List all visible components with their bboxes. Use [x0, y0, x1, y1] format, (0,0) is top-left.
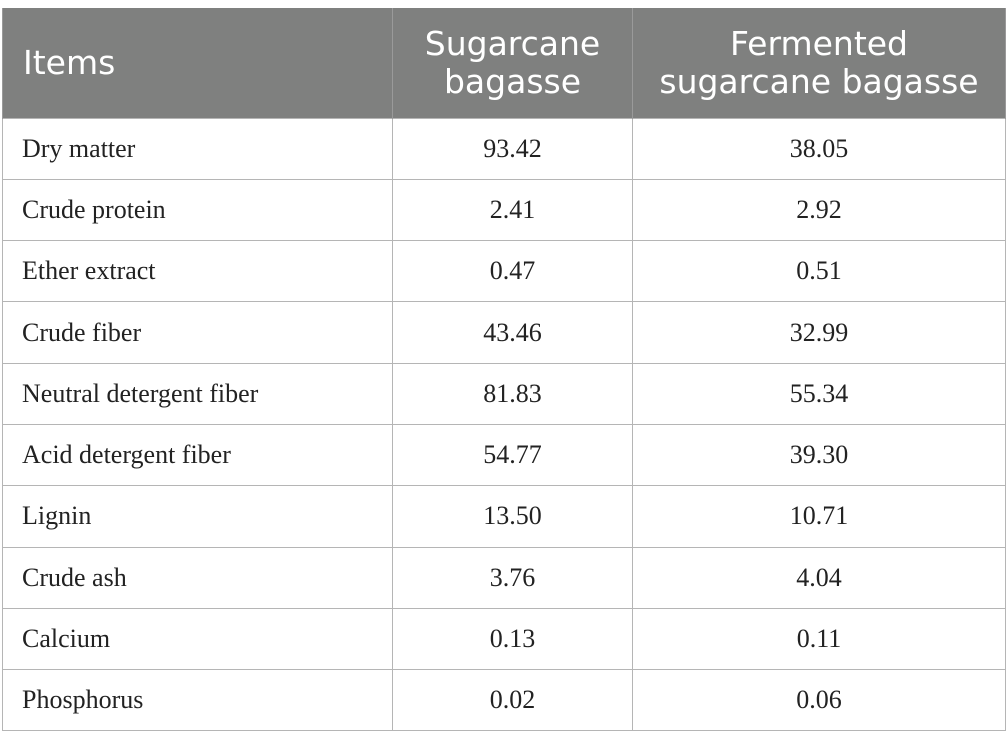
cell-fermented-sugarcane-bagasse: 39.30 [632, 423, 1006, 487]
cell-sugarcane-bagasse: 0.47 [392, 240, 633, 303]
table-header: Items Sugarcane bagasse Fermented sugarc… [2, 8, 1006, 118]
cell-item: Dry matter [2, 117, 393, 180]
table-row: Phosphorus 0.02 0.06 [2, 669, 1006, 732]
table-body: Dry matter 93.42 38.05 Crude protein 2.41 2.9… [2, 117, 1006, 732]
table-row: Acid detergent fiber 54.77 39.30 [2, 423, 1006, 487]
cell-sugarcane-bagasse: 2.41 [392, 178, 633, 242]
cell-item: Acid detergent fiber [2, 423, 393, 487]
cell-item: Calcium [2, 607, 393, 671]
header-fermented-line-1: Fermented [729, 23, 909, 63]
header-sugarcane-line-1: Sugarcane [424, 23, 601, 63]
cell-sugarcane-bagasse: 3.76 [392, 546, 633, 609]
table-row: Crude protein 2.41 2.92 [2, 178, 1006, 242]
cell-fermented-sugarcane-bagasse: 10.71 [632, 485, 1006, 548]
cell-fermented-sugarcane-bagasse: 55.34 [632, 362, 1006, 425]
table-row: Dry matter 93.42 38.05 [2, 117, 1006, 180]
cell-fermented-sugarcane-bagasse: 2.92 [632, 178, 1006, 242]
cell-fermented-sugarcane-bagasse: 0.51 [632, 240, 1006, 303]
header-fermented-line-2: sugarcane bagasse [659, 61, 979, 101]
table-row: Calcium 0.13 0.11 [2, 607, 1006, 671]
cell-item: Crude protein [2, 178, 393, 242]
cell-sugarcane-bagasse: 93.42 [392, 117, 633, 180]
cell-fermented-sugarcane-bagasse: 4.04 [632, 546, 1006, 609]
cell-sugarcane-bagasse: 81.83 [392, 362, 633, 425]
cell-fermented-sugarcane-bagasse: 0.11 [632, 607, 1006, 671]
cell-item: Neutral detergent fiber [2, 362, 393, 425]
cell-sugarcane-bagasse: 0.02 [392, 669, 633, 732]
header-fermented-sugarcane-bagasse: Fermented sugarcane bagasse [632, 8, 1006, 118]
cell-sugarcane-bagasse: 0.13 [392, 607, 633, 671]
header-sugarcane-line-2: bagasse [443, 61, 582, 101]
cell-sugarcane-bagasse: 43.46 [392, 301, 633, 364]
table-row: Crude fiber 43.46 32.99 [2, 301, 1006, 364]
cell-item: Ether extract [2, 240, 393, 303]
cell-sugarcane-bagasse: 54.77 [392, 423, 633, 487]
cell-item: Lignin [2, 485, 393, 548]
cell-sugarcane-bagasse: 13.50 [392, 485, 633, 548]
cell-item: Crude ash [2, 546, 393, 609]
table-container: Items Sugarcane bagasse Fermented sugarc… [2, 8, 1006, 732]
composition-table: Items Sugarcane bagasse Fermented sugarc… [2, 8, 1006, 732]
cell-fermented-sugarcane-bagasse: 38.05 [632, 117, 1006, 180]
cell-fermented-sugarcane-bagasse: 32.99 [632, 301, 1006, 364]
table-row: Crude ash 3.76 4.04 [2, 546, 1006, 609]
table-row: Lignin 13.50 10.71 [2, 485, 1006, 548]
cell-item: Phosphorus [2, 669, 393, 732]
cell-fermented-sugarcane-bagasse: 0.06 [632, 669, 1006, 732]
header-items: Items [2, 8, 393, 118]
cell-item: Crude fiber [2, 301, 393, 364]
header-row: Items Sugarcane bagasse Fermented sugarc… [2, 8, 1006, 118]
header-sugarcane-bagasse: Sugarcane bagasse [392, 8, 633, 118]
table-row: Neutral detergent fiber 81.83 55.34 [2, 362, 1006, 425]
header-items-line-1: Items [23, 42, 116, 82]
table-row: Ether extract 0.47 0.51 [2, 240, 1006, 303]
